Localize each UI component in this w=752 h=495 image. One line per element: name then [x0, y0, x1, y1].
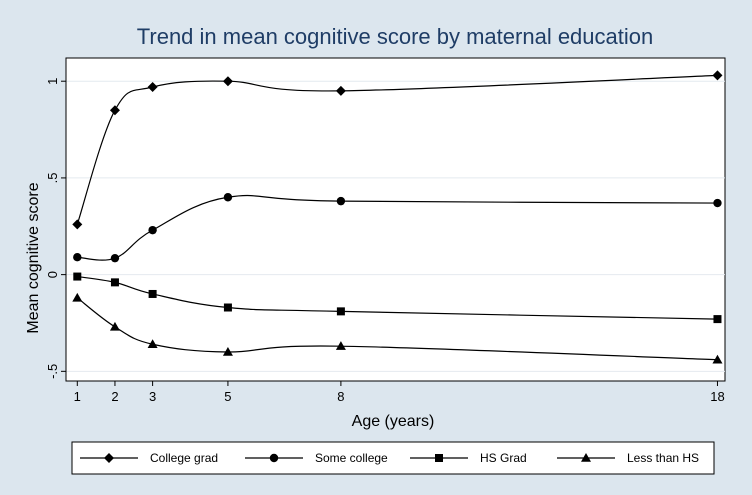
axes: -.5 0 .5 1 1 2 3 5 8 18: [45, 58, 725, 404]
legend-entry-0: College grad: [80, 451, 218, 465]
data-point: [109, 321, 120, 331]
data-point: [222, 76, 233, 87]
data-point: [712, 70, 723, 81]
data-point: [222, 346, 233, 356]
legend-entry-1: Some college: [245, 451, 388, 465]
data-point: [335, 341, 346, 350]
x-tick-label: 8: [337, 389, 344, 404]
data-point: [148, 289, 157, 298]
data-point: [713, 315, 722, 324]
legend-label-2: HS Grad: [480, 451, 527, 465]
y-tick-label: 0: [45, 271, 60, 278]
x-tick-label: 5: [224, 389, 231, 404]
x-tick-label: 1: [74, 389, 81, 404]
chart-title: Trend in mean cognitive score by materna…: [137, 24, 653, 49]
y-tick-label: 1: [45, 78, 60, 85]
data-point: [713, 198, 722, 208]
data-point: [712, 354, 723, 364]
series-0: [72, 70, 723, 230]
data-point: [336, 196, 346, 206]
data-point: [147, 339, 158, 349]
x-tick-label: 3: [149, 389, 156, 404]
data-point: [72, 292, 83, 302]
x-axis-label: Age (years): [352, 413, 435, 430]
plot-area: [65, 57, 726, 382]
series-2: [73, 272, 722, 324]
legend-entry-2: HS Grad: [410, 451, 527, 465]
series-1: [73, 193, 722, 263]
series-layer: [72, 70, 723, 364]
y-axis-label: Mean cognitive score: [25, 182, 42, 333]
data-point: [110, 278, 119, 287]
legend-label-1: Some college: [315, 451, 388, 465]
data-point: [110, 253, 120, 263]
data-point: [109, 105, 120, 116]
legend-label-0: College grad: [150, 451, 218, 465]
y-tick-label: .5: [45, 172, 60, 183]
grid-lines: [66, 80, 725, 372]
data-point: [73, 253, 82, 262]
data-point: [147, 82, 158, 93]
data-point: [336, 307, 345, 316]
legend-label-3: Less than HS: [627, 451, 699, 465]
data-point: [148, 225, 157, 235]
y-tick-label: -.5: [45, 364, 60, 379]
legend-marker-1: [269, 453, 279, 463]
legend-marker-0: [104, 453, 114, 463]
data-point: [72, 219, 83, 230]
series-3: [72, 292, 723, 364]
data-point: [73, 272, 82, 281]
data-point: [335, 85, 346, 96]
data-point: [223, 303, 232, 312]
legend-marker-3: [581, 453, 591, 462]
data-point: [223, 193, 233, 202]
legend-entry-3: Less than HS: [557, 451, 699, 465]
x-tick-label: 18: [710, 389, 724, 404]
legend: College grad Some college HS Grad Less than…: [71, 441, 715, 475]
legend-marker-2: [435, 454, 443, 462]
x-tick-label: 2: [111, 389, 118, 404]
